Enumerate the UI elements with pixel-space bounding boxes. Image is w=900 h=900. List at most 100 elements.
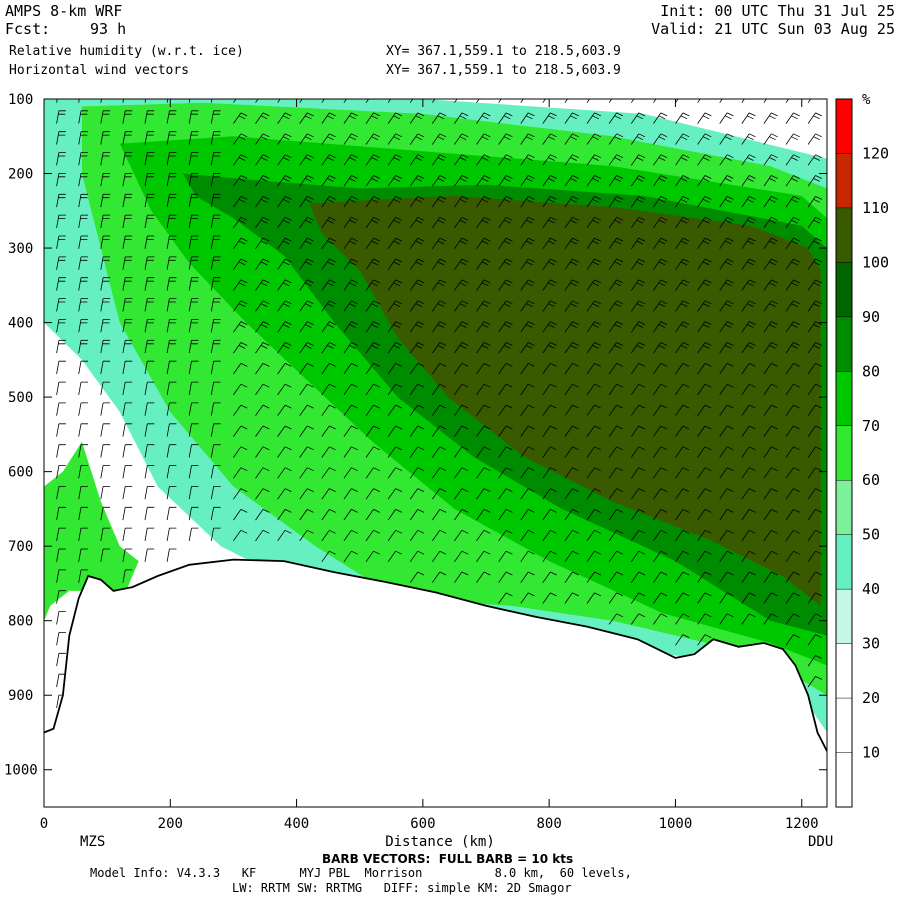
left-endpoint-label: MZS [80, 834, 105, 850]
wind-barb [144, 152, 155, 166]
colorbar-label: 60 [862, 471, 880, 489]
model-title: AMPS 8-km WRF [5, 2, 123, 20]
wind-barb [321, 425, 336, 437]
field-name-wind: Horizontal wind vectors [9, 63, 190, 78]
wind-barb [233, 425, 248, 437]
wind-barb [409, 404, 425, 416]
wind-barb [299, 509, 314, 521]
wind-barb [763, 258, 778, 270]
wind-barb [476, 446, 491, 458]
wind-barb [431, 342, 447, 354]
wind-barb [166, 173, 177, 187]
wind-barb [807, 300, 822, 312]
wind-barb [365, 509, 380, 521]
wind-barb [144, 256, 155, 270]
wind-barb [233, 363, 248, 375]
wind-barb [431, 550, 447, 563]
wind-barb [498, 216, 513, 229]
wind-barb [409, 467, 425, 479]
wind-barb [409, 258, 425, 270]
wind-barb [365, 300, 380, 312]
wind-barb [277, 196, 292, 208]
colorbar-label: 120 [862, 144, 889, 162]
wind-barb [78, 193, 88, 208]
wind-barb [277, 488, 292, 500]
wind-barb [409, 363, 425, 375]
wind-barb [785, 425, 800, 437]
wind-barb [343, 237, 358, 250]
wind-barb [56, 277, 66, 291]
wind-barb [299, 175, 314, 187]
wind-barb [365, 279, 380, 291]
wind-barb [299, 342, 314, 354]
wind-barb [454, 300, 469, 312]
wind-barb [542, 529, 557, 542]
wind-barb [166, 277, 177, 291]
wind-barb [100, 173, 111, 187]
wind-barb [122, 381, 133, 395]
wind-barb [122, 110, 133, 124]
wind-barb [542, 488, 557, 500]
wind-barb [564, 258, 579, 270]
wind-barb [365, 99, 370, 103]
wind-barb [343, 509, 358, 521]
wind-barb [630, 446, 646, 458]
wind-barb [365, 112, 380, 124]
wind-barb [255, 133, 270, 145]
wind-barb [255, 175, 270, 187]
x-tick-label: 400 [284, 816, 309, 832]
wind-barb [387, 300, 403, 312]
wind-barb [785, 196, 800, 208]
wind-barb [498, 425, 513, 437]
wind-barb [122, 423, 133, 437]
wind-barb [675, 154, 690, 166]
wind-barb [144, 527, 155, 541]
colorbar-label: 50 [862, 526, 880, 544]
wind-barb [476, 237, 491, 250]
wind-barb [343, 342, 358, 354]
wind-barb [321, 488, 336, 500]
wind-barb [409, 196, 425, 208]
wind-barb [321, 363, 336, 375]
wind-barb [653, 446, 668, 458]
wind-barb [675, 634, 690, 646]
wind-barb [630, 425, 646, 437]
wind-barb [498, 133, 513, 145]
wind-barb [409, 133, 425, 145]
wind-barb [498, 363, 513, 375]
wind-barb [719, 383, 734, 396]
wind-barb [653, 363, 668, 375]
wind-barb [542, 154, 557, 166]
wind-barb [343, 529, 358, 542]
wind-barb [807, 321, 822, 333]
wind-barb [233, 196, 248, 208]
wind-barb [122, 506, 133, 521]
wind-barb [498, 196, 513, 208]
wind-barb [741, 467, 756, 479]
wind-barb [763, 613, 778, 625]
wind-barb [719, 216, 734, 229]
wind-barb [542, 279, 557, 291]
wind-barb [233, 258, 248, 270]
wind-barb [431, 571, 447, 583]
wind-barb [697, 425, 712, 437]
wind-barb [210, 360, 221, 375]
wind-barb [365, 383, 380, 396]
colorbar-label: 40 [862, 580, 880, 598]
wind-barb [697, 613, 712, 625]
wind-barb [564, 363, 579, 375]
wind-barb [520, 592, 535, 604]
wind-barb [476, 99, 480, 103]
wind-barb [321, 550, 336, 563]
wind-barb [520, 154, 535, 166]
wind-barb [807, 154, 822, 166]
wind-barb [277, 363, 292, 375]
wind-barb [542, 216, 557, 229]
wind-barb [409, 488, 425, 500]
init-time: Init: 00 UTC Thu 31 Jul 25 [660, 2, 895, 20]
wind-barb [498, 99, 502, 103]
wind-barb [763, 342, 778, 354]
wind-barb [431, 258, 447, 270]
wind-barb [520, 321, 535, 333]
wind-barb [431, 154, 447, 166]
